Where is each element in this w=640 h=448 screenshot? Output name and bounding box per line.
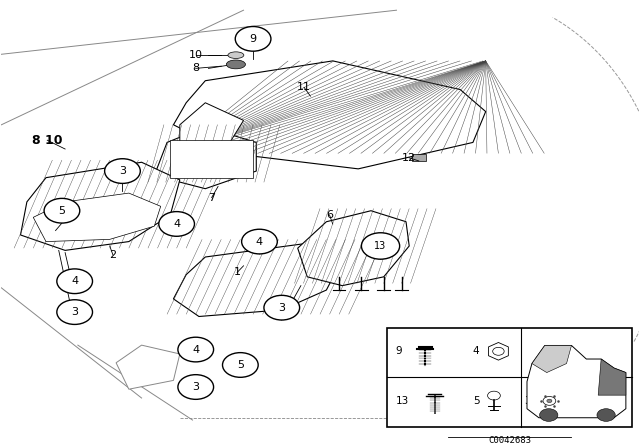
Polygon shape [532,345,572,373]
Polygon shape [20,162,180,250]
Circle shape [178,375,214,399]
Text: 8: 8 [192,63,199,73]
Text: C0042683: C0042683 [488,436,531,445]
Text: 4: 4 [192,345,199,354]
Text: 5: 5 [237,360,244,370]
Circle shape [488,391,500,400]
Circle shape [362,233,399,259]
Polygon shape [488,342,508,360]
Text: 2: 2 [109,250,116,260]
Bar [170,140,253,178]
Bar [412,154,426,161]
Circle shape [178,337,214,362]
Polygon shape [173,241,342,316]
Circle shape [104,159,140,183]
Circle shape [57,300,93,324]
Polygon shape [527,345,626,418]
Polygon shape [298,211,409,286]
Circle shape [540,409,558,422]
Text: 13: 13 [396,396,409,406]
Text: 9: 9 [250,34,257,44]
Bar [387,327,632,426]
Text: 7: 7 [208,193,215,202]
Text: 6: 6 [326,210,333,220]
Text: 3: 3 [71,307,78,317]
Circle shape [242,229,277,254]
Circle shape [493,347,504,355]
Text: 4: 4 [173,219,180,229]
Text: 3: 3 [192,382,199,392]
Circle shape [159,211,195,236]
Text: 11: 11 [297,82,311,92]
Ellipse shape [227,60,246,69]
Text: 13: 13 [374,241,387,251]
Polygon shape [180,103,244,155]
Circle shape [236,26,271,51]
Circle shape [547,399,552,403]
Circle shape [223,353,258,377]
Polygon shape [173,61,486,169]
Text: 3: 3 [119,166,126,176]
Text: 9: 9 [396,346,403,356]
Text: 5: 5 [473,396,479,406]
Circle shape [57,269,93,293]
Text: 4: 4 [256,237,263,246]
Text: 4: 4 [473,346,479,356]
Text: 4: 4 [71,276,78,286]
Polygon shape [598,359,626,395]
Text: 8 10: 8 10 [32,134,63,146]
Ellipse shape [228,52,244,58]
Circle shape [543,396,556,405]
Circle shape [538,393,561,409]
Text: 1: 1 [234,267,241,277]
Text: 3: 3 [278,303,285,313]
Text: 10: 10 [189,50,203,60]
Text: 12: 12 [402,153,416,163]
Circle shape [597,409,615,422]
Circle shape [264,295,300,320]
Polygon shape [116,345,180,389]
Text: 3: 3 [524,396,531,406]
Text: 5: 5 [58,206,65,216]
Polygon shape [154,127,256,189]
Polygon shape [33,193,161,241]
Circle shape [44,198,80,223]
